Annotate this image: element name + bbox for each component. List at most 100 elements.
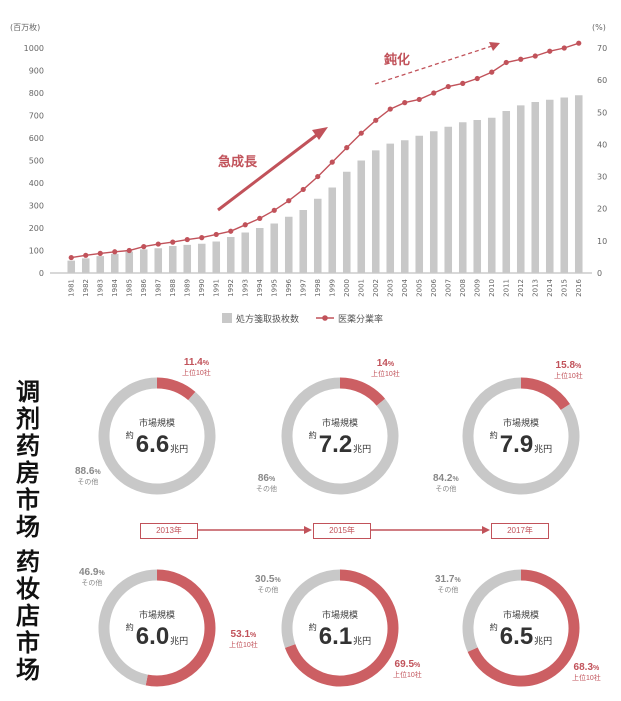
- right-tick-label: 40: [597, 140, 607, 149]
- rapid-growth-label: 急成長: [218, 154, 258, 170]
- bar-2010: [487, 117, 496, 273]
- x-tick-label: 2007: [444, 279, 452, 297]
- market-size-value: 約6.1兆円: [278, 622, 402, 651]
- right-tick-label: 50: [597, 108, 607, 117]
- bar-1983: [96, 256, 105, 273]
- approx-prefix: 約: [489, 623, 498, 632]
- year-2017-box: 2017年: [491, 523, 549, 539]
- rapid-growth-arrowhead: [312, 127, 328, 140]
- bar-2004: [400, 140, 409, 273]
- timeline-arrowhead-2: [482, 526, 490, 534]
- bar-2013: [531, 102, 540, 273]
- year-2015-box: 2015年: [313, 523, 371, 539]
- year-2013-box: 2013年: [140, 523, 198, 539]
- market-size-label: 市場規模: [502, 610, 539, 620]
- x-tick-label: 1983: [96, 279, 104, 297]
- right-axis-unit: (%): [592, 23, 606, 32]
- x-tick-label: 2011: [502, 279, 510, 297]
- donut-pharmacy-2017: 市場規模 約7.9兆円: [459, 374, 583, 498]
- x-tick-label: 1993: [241, 279, 249, 297]
- market-size-label: 市場規模: [138, 418, 175, 428]
- bar-1994: [255, 228, 264, 273]
- line-point-1983: [97, 250, 103, 256]
- donut-drugstore-2017: 市場規模 約6.5兆円: [459, 566, 583, 690]
- line-point-2013: [532, 53, 538, 59]
- x-tick-label: 1986: [140, 278, 148, 296]
- market-size-value: 約6.0兆円: [95, 622, 219, 651]
- market-size-label: 市場規模: [502, 418, 539, 428]
- left-tick-label: 200: [29, 224, 44, 233]
- line-point-2007: [445, 83, 451, 90]
- x-tick-label: 1994: [256, 278, 264, 296]
- line-point-1989: [184, 236, 190, 243]
- x-tick-label: 2014: [546, 278, 554, 296]
- bar-1998: [313, 198, 322, 273]
- x-tick-label: 2002: [372, 279, 380, 297]
- drugstore-2013-other-label: 46.9% その他: [79, 567, 105, 588]
- donut-slice-other: [281, 377, 399, 495]
- x-tick-label: 2016: [575, 278, 583, 296]
- line-point-1996: [286, 198, 292, 204]
- bar-2014: [545, 99, 554, 273]
- bar-1999: [328, 187, 337, 273]
- x-tick-label: 2001: [357, 279, 365, 297]
- donut-slice-other: [98, 377, 216, 495]
- line-point-1985: [126, 247, 132, 254]
- line-point-1982: [83, 252, 89, 258]
- market-size-label: 市場規模: [138, 610, 175, 620]
- x-tick-label: 1997: [299, 279, 307, 297]
- bar-2009: [473, 120, 482, 273]
- drugstore-2013-top10-label: 53.1% 上位10社: [229, 629, 258, 650]
- x-tick-label: 1989: [183, 279, 191, 297]
- line-point-2008: [460, 80, 466, 86]
- market-size-unit: 兆円: [170, 636, 189, 646]
- donut-slice-other: [281, 569, 341, 648]
- bar-2007: [444, 126, 453, 273]
- donut-slice-top10: [339, 377, 386, 406]
- bar-1987: [154, 248, 163, 273]
- market-size-unit: 兆円: [534, 444, 553, 454]
- pharmacy-2015-top10-label: 14% 上位10社: [371, 358, 400, 379]
- bar-1996: [284, 216, 293, 273]
- line-point-1999: [329, 159, 335, 165]
- right-tick-label: 30: [597, 173, 607, 182]
- left-tick-label: 900: [29, 67, 44, 76]
- slowdown-label: 鈍化: [384, 52, 410, 68]
- approx-prefix: 約: [125, 623, 134, 632]
- bar-2006: [429, 131, 438, 273]
- donut-slice-top10: [156, 377, 196, 401]
- rapid-growth-arrow: [217, 132, 319, 212]
- pharmacy-2013-top10-label: 11.4% 上位10社: [182, 357, 211, 378]
- pharmacy-2015-other-label: 86% その他: [256, 473, 277, 494]
- bar-1993: [241, 232, 250, 273]
- donut-slice-other: [462, 377, 580, 495]
- right-tick-label: 70: [597, 44, 607, 53]
- x-tick-label: 2005: [415, 279, 423, 297]
- x-tick-label: 2010: [488, 279, 496, 297]
- x-tick-label: 1988: [169, 279, 177, 297]
- market-size-unit: 兆円: [353, 636, 372, 646]
- x-tick-label: 1996: [285, 278, 293, 296]
- bar-1986: [139, 249, 148, 273]
- x-tick-label: 1995: [270, 279, 278, 297]
- bar-1985: [125, 251, 134, 273]
- bar-1989: [183, 244, 192, 273]
- line-point-1992: [228, 228, 234, 234]
- donut-drugstore-2013: 市場規模 約6.0兆円: [95, 566, 219, 690]
- line-point-2009: [474, 75, 480, 82]
- approx-prefix: 約: [308, 623, 317, 632]
- market-size-number: 7.9: [499, 431, 534, 458]
- market-size-unit: 兆円: [353, 444, 372, 454]
- x-tick-label: 2008: [459, 279, 467, 297]
- bar-2001: [357, 160, 366, 273]
- line-point-1981: [68, 254, 74, 261]
- left-axis-unit: (百万枚): [10, 22, 40, 32]
- x-tick-label: 1998: [314, 279, 322, 297]
- line-point-1984: [112, 249, 118, 255]
- line-point-1990: [199, 235, 205, 241]
- market-size-value: 約6.5兆円: [459, 622, 583, 651]
- x-tick-label: 2012: [517, 279, 525, 297]
- x-tick-label: 2009: [473, 279, 481, 297]
- line-point-2012: [518, 56, 524, 62]
